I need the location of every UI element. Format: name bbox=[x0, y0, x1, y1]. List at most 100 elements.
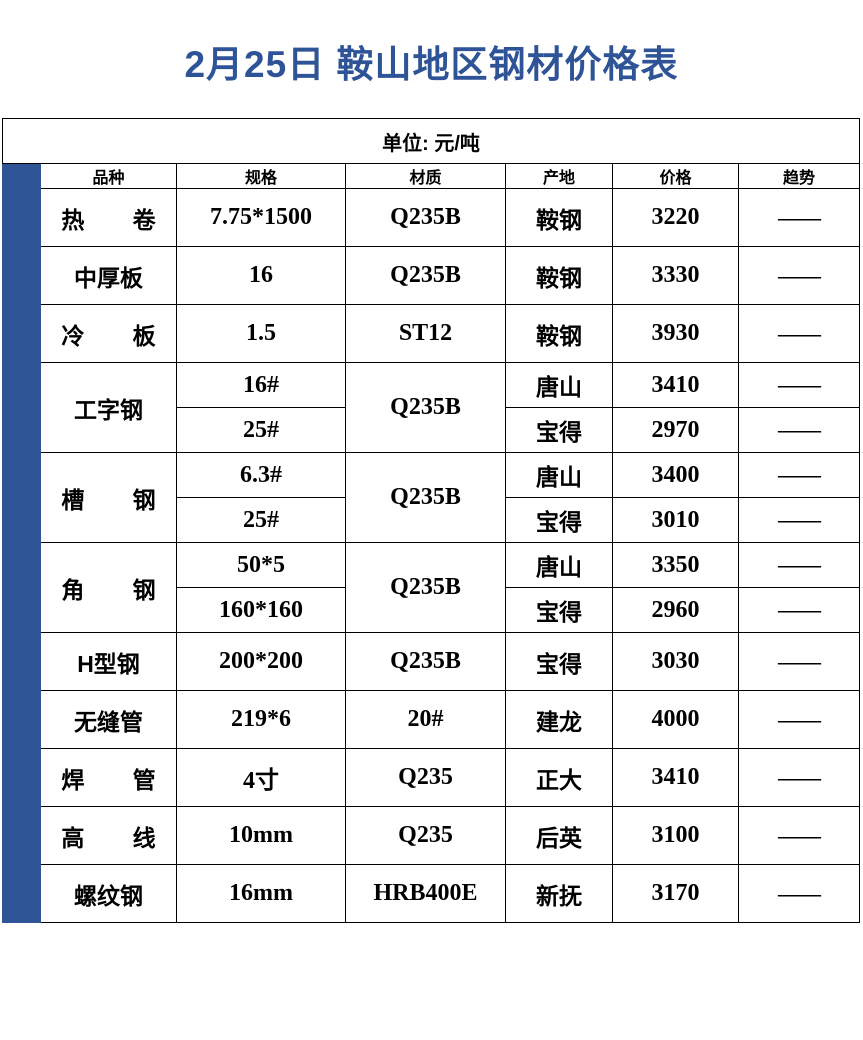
column-header-product: 品种 bbox=[40, 163, 177, 189]
table-header-row: 品种 规格 材质 产地 价格 趋势 bbox=[2, 163, 861, 923]
cell-product: 冷 板 bbox=[40, 304, 177, 363]
cell-grade: Q235B bbox=[345, 542, 506, 633]
cell-price: 3030 bbox=[612, 632, 739, 691]
cell-product: 角 钢 bbox=[40, 542, 177, 633]
cell-origin: 新抚 bbox=[505, 864, 613, 923]
product-name: 槽 钢 bbox=[61, 486, 169, 513]
cell-trend: —— bbox=[737, 806, 861, 865]
cell-grade: Q235B bbox=[345, 632, 506, 691]
cell-trend: —— bbox=[737, 542, 861, 588]
cell-origin: 正大 bbox=[505, 748, 613, 807]
table-row: 冷 板 1.5 ST12 鞍钢 3930 —— bbox=[3, 304, 861, 363]
table-row: 高 线 10mm Q235 后英 3100 —— bbox=[3, 806, 861, 865]
column-header-trend: 趋势 bbox=[737, 163, 861, 189]
cell-trend: —— bbox=[737, 497, 861, 543]
product-name: 焊 管 bbox=[61, 766, 169, 793]
cell-spec: 4寸 bbox=[176, 748, 346, 807]
cell-trend: —— bbox=[737, 362, 861, 408]
column-header-grade: 材质 bbox=[345, 163, 506, 189]
cell-product: 螺纹钢 bbox=[40, 864, 177, 923]
cell-product: 高 线 bbox=[40, 806, 177, 865]
column-header-spec: 规格 bbox=[176, 163, 346, 189]
cell-spec: 16# bbox=[176, 362, 346, 408]
product-name: 角 钢 bbox=[61, 576, 169, 603]
cell-price: 3410 bbox=[612, 748, 739, 807]
cell-price: 2960 bbox=[612, 587, 739, 633]
table-row: 25# 宝得 3010 —— bbox=[3, 497, 861, 543]
product-name: 冷 板 bbox=[61, 322, 169, 349]
cell-price: 3350 bbox=[612, 542, 739, 588]
cell-spec: 25# bbox=[176, 497, 346, 543]
table-row: 中厚板 16 Q235B 鞍钢 3330 —— bbox=[3, 246, 861, 305]
cell-trend: —— bbox=[737, 304, 861, 363]
page-title-bar: 2月25日 鞍山地区钢材价格表 bbox=[0, 0, 863, 118]
cell-grade: Q235B bbox=[345, 188, 506, 247]
column-header-origin: 产地 bbox=[505, 163, 613, 189]
cell-spec: 16 bbox=[176, 246, 346, 305]
cell-grade: Q235 bbox=[345, 806, 506, 865]
table-row: 焊 管 4寸 Q235 正大 3410 —— bbox=[3, 748, 861, 807]
cell-grade: 20# bbox=[345, 690, 506, 749]
cell-origin: 鞍钢 bbox=[505, 246, 613, 305]
cell-spec: 200*200 bbox=[176, 632, 346, 691]
cell-origin: 建龙 bbox=[505, 690, 613, 749]
table-row: 槽 钢 6.3# Q235B 唐山 3400 —— bbox=[3, 452, 861, 543]
cell-origin: 鞍钢 bbox=[505, 304, 613, 363]
page-title: 2月25日 鞍山地区钢材价格表 bbox=[184, 44, 679, 85]
table-row: 角 钢 50*5 Q235B 唐山 3350 —— bbox=[3, 542, 861, 633]
cell-price: 3100 bbox=[612, 806, 739, 865]
cell-trend: —— bbox=[737, 748, 861, 807]
cell-price: 3330 bbox=[612, 246, 739, 305]
cell-price: 4000 bbox=[612, 690, 739, 749]
unit-note-row: 单位: 元/吨 bbox=[1, 118, 861, 164]
cell-origin: 宝得 bbox=[505, 587, 613, 633]
product-name: 热 卷 bbox=[61, 206, 169, 233]
cell-origin: 唐山 bbox=[505, 452, 613, 498]
accent-bar bbox=[2, 163, 41, 923]
cell-price: 2970 bbox=[612, 407, 739, 453]
price-table-wrapper: 单位: 元/吨 品种 规格 材质 产地 价格 趋势 热 卷 7.75*1500 … bbox=[1, 118, 861, 923]
cell-origin: 宝得 bbox=[505, 632, 613, 691]
cell-origin: 唐山 bbox=[505, 542, 613, 588]
cell-origin: 宝得 bbox=[505, 497, 613, 543]
cell-product: 焊 管 bbox=[40, 748, 177, 807]
table-row: H型钢 200*200 Q235B 宝得 3030 —— bbox=[3, 632, 861, 691]
table-row: 无缝管 219*6 20# 建龙 4000 —— bbox=[3, 690, 861, 749]
cell-grade: Q235 bbox=[345, 748, 506, 807]
cell-grade: Q235B bbox=[345, 362, 506, 453]
cell-grade: Q235B bbox=[345, 246, 506, 305]
cell-product: 无缝管 bbox=[40, 690, 177, 749]
table-row: 热 卷 7.75*1500 Q235B 鞍钢 3220 —— bbox=[3, 188, 861, 247]
cell-spec: 16mm bbox=[176, 864, 346, 923]
table-row: 工字钢 16# Q235B 唐山 3410 —— bbox=[3, 362, 861, 453]
cell-product: 中厚板 bbox=[40, 246, 177, 305]
cell-origin: 宝得 bbox=[505, 407, 613, 453]
cell-product: H型钢 bbox=[40, 632, 177, 691]
cell-price: 3010 bbox=[612, 497, 739, 543]
unit-note: 单位: 元/吨 bbox=[1, 118, 861, 164]
table-row: 螺纹钢 16mm HRB400E 新抚 3170 —— bbox=[3, 864, 861, 923]
cell-product: 工字钢 bbox=[40, 362, 177, 453]
cell-grade: ST12 bbox=[345, 304, 506, 363]
cell-grade: HRB400E bbox=[345, 864, 506, 923]
cell-trend: —— bbox=[737, 632, 861, 691]
price-table: 单位: 元/吨 品种 规格 材质 产地 价格 趋势 热 卷 7.75*1500 … bbox=[1, 118, 861, 923]
cell-price: 3220 bbox=[612, 188, 739, 247]
cell-grade: Q235B bbox=[345, 452, 506, 543]
cell-price: 3400 bbox=[612, 452, 739, 498]
cell-trend: —— bbox=[737, 864, 861, 923]
cell-spec: 7.75*1500 bbox=[176, 188, 346, 247]
cell-trend: —— bbox=[737, 407, 861, 453]
cell-trend: —— bbox=[737, 188, 861, 247]
cell-spec: 160*160 bbox=[176, 587, 346, 633]
product-name: 高 线 bbox=[61, 824, 169, 851]
column-header-price: 价格 bbox=[612, 163, 739, 189]
cell-spec: 25# bbox=[176, 407, 346, 453]
cell-spec: 50*5 bbox=[176, 542, 346, 588]
cell-product: 热 卷 bbox=[40, 188, 177, 247]
cell-price: 3930 bbox=[612, 304, 739, 363]
cell-price: 3170 bbox=[612, 864, 739, 923]
table-row: 160*160 宝得 2960 —— bbox=[3, 587, 861, 633]
cell-trend: —— bbox=[737, 452, 861, 498]
